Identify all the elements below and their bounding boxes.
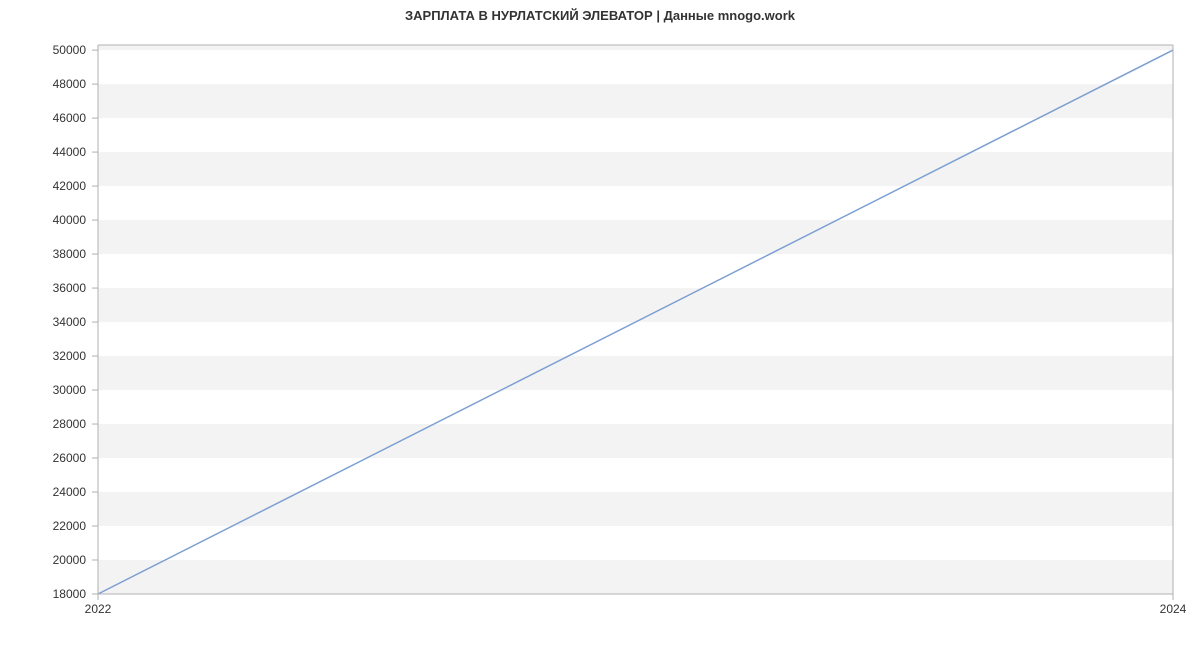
y-tick-label: 44000 — [0, 145, 86, 159]
x-tick-label: 2022 — [68, 602, 128, 616]
chart-title: ЗАРПЛАТА В НУРЛАТСКИЙ ЭЛЕВАТОР | Данные … — [0, 8, 1200, 23]
y-tick-label: 24000 — [0, 485, 86, 499]
salary-chart: ЗАРПЛАТА В НУРЛАТСКИЙ ЭЛЕВАТОР | Данные … — [0, 0, 1200, 650]
y-tick-label: 34000 — [0, 315, 86, 329]
plot-area — [98, 45, 1173, 594]
x-tick-label: 2024 — [1143, 602, 1200, 616]
y-tick-label: 28000 — [0, 417, 86, 431]
plot-svg — [98, 45, 1173, 594]
y-tick-label: 32000 — [0, 349, 86, 363]
y-tick-label: 50000 — [0, 43, 86, 57]
y-tick-label: 36000 — [0, 281, 86, 295]
y-tick-label: 18000 — [0, 587, 86, 601]
y-tick-label: 20000 — [0, 553, 86, 567]
y-tick-label: 22000 — [0, 519, 86, 533]
y-tick-label: 30000 — [0, 383, 86, 397]
y-tick-label: 42000 — [0, 179, 86, 193]
y-tick-label: 38000 — [0, 247, 86, 261]
y-tick-label: 40000 — [0, 213, 86, 227]
y-tick-label: 46000 — [0, 111, 86, 125]
y-tick-label: 26000 — [0, 451, 86, 465]
y-tick-label: 48000 — [0, 77, 86, 91]
